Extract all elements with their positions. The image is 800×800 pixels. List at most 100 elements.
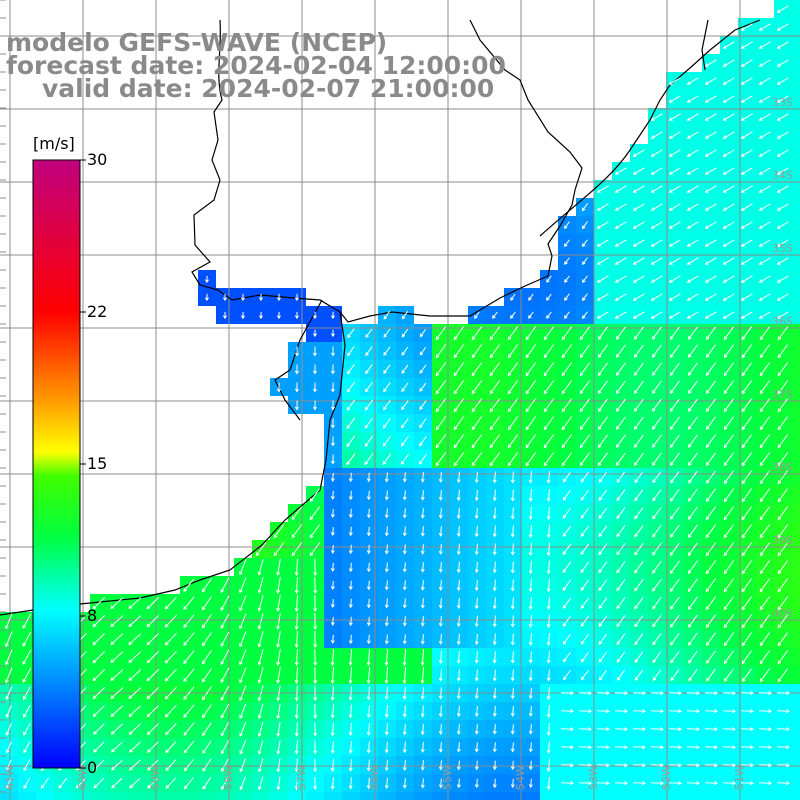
wind-arrow (722, 746, 736, 748)
wind-arrow (239, 559, 247, 575)
wind-arrow-head (759, 390, 764, 395)
wind-arrow (296, 594, 298, 612)
wind-arrow (404, 723, 406, 735)
wind-arrow-head (616, 497, 621, 501)
wind-speed-cell (792, 720, 800, 738)
wind-arrow-head (128, 623, 133, 628)
wind-arrow (723, 311, 735, 319)
wind-arrow-head (616, 641, 621, 645)
wind-arrow (548, 596, 550, 610)
wind-arrow (705, 221, 717, 229)
wind-speed-cell (792, 396, 800, 414)
wind-arrow-head (759, 552, 764, 557)
wind-arrow (512, 615, 514, 627)
wind-arrow-head (686, 315, 691, 319)
wind-arrow (165, 650, 177, 664)
wind-arrow-head (705, 426, 710, 430)
wind-arrow-head (777, 588, 782, 593)
wind-arrow (147, 777, 159, 789)
wind-arrow-head (723, 498, 728, 503)
wind-arrow-head (220, 589, 225, 593)
wind-arrow-head (579, 462, 584, 467)
wind-arrow-head (276, 571, 281, 576)
wind-arrow (489, 434, 501, 448)
wind-arrow (296, 576, 298, 594)
wind-arrow (435, 416, 447, 430)
wind-arrow (5, 631, 13, 647)
wind-arrow (548, 542, 550, 556)
wind-arrow (670, 524, 680, 538)
wind-arrow-head (419, 442, 423, 447)
wind-arrow-head (471, 426, 476, 431)
wind-arrow-head (294, 406, 299, 411)
wind-arrow (386, 526, 388, 536)
wind-arrow-head (365, 352, 369, 357)
wind-arrow (759, 221, 771, 229)
wind-arrow (296, 666, 298, 684)
wind-arrow (458, 778, 460, 788)
wind-arrow-head (384, 550, 389, 555)
wind-arrow-head (239, 732, 243, 737)
wind-arrow-head (741, 588, 746, 593)
wind-arrow-head (704, 99, 709, 103)
wind-arrow (706, 488, 716, 502)
wind-arrow (258, 613, 264, 629)
wind-arrow (494, 525, 496, 537)
wind-arrow-head (291, 534, 296, 539)
wind-arrow-head (202, 767, 206, 772)
wind-arrow (458, 651, 460, 663)
wind-arrow (741, 524, 753, 538)
wind-arrow-head (438, 604, 443, 609)
wind-arrow (183, 722, 195, 736)
wind-arrow (476, 742, 478, 752)
wind-arrow (687, 77, 699, 85)
wind-arrow-head (642, 763, 646, 768)
wind-arrow-head (435, 336, 440, 341)
wind-arrow-head (678, 763, 682, 768)
wind-arrow (309, 488, 321, 502)
wind-arrow-head (313, 644, 318, 648)
wind-arrow-head (740, 99, 745, 103)
wind-arrow (350, 741, 352, 753)
wind-arrow (615, 275, 627, 283)
wind-arrow (579, 362, 591, 376)
wind-speed-cell (792, 504, 800, 522)
wind-arrow-head (309, 552, 314, 557)
wind-arrow-head (616, 569, 620, 574)
wind-arrow-head (384, 749, 389, 754)
wind-arrow-head (768, 781, 772, 786)
wind-arrow-head (652, 372, 656, 376)
wind-arrow (578, 728, 592, 730)
wind-arrow-head (597, 462, 602, 466)
wind-arrow (401, 435, 409, 447)
wind-arrow (22, 649, 32, 665)
wind-arrow-head (365, 388, 369, 393)
wind-arrow-head (768, 745, 772, 750)
wind-arrow (129, 759, 141, 771)
wind-arrow-head (758, 207, 763, 211)
wind-arrow-head (615, 462, 620, 466)
wind-arrow (458, 489, 460, 501)
wind-arrow (741, 149, 753, 157)
wind-arrow (705, 596, 717, 610)
wind-arrow (633, 275, 645, 283)
wind-arrow-head (616, 605, 620, 610)
wind-arrow (435, 344, 447, 358)
wind-arrow (476, 651, 478, 663)
wind-arrow-head (435, 372, 440, 377)
wind-arrow (632, 710, 646, 712)
wind-speed-cell (270, 792, 288, 800)
wind-arrow (578, 764, 592, 766)
wind-arrow-head (419, 369, 424, 374)
wind-arrow (777, 668, 789, 682)
wind-speed-cell (792, 738, 800, 756)
wind-arrow-head (510, 784, 515, 789)
wind-arrow (633, 149, 645, 157)
wind-arrow-head (221, 786, 225, 790)
wind-arrow (759, 131, 771, 139)
wind-arrow (759, 506, 771, 520)
wind-arrow-head (147, 784, 152, 789)
wind-arrow-head (634, 677, 639, 681)
wind-arrow (507, 452, 519, 466)
